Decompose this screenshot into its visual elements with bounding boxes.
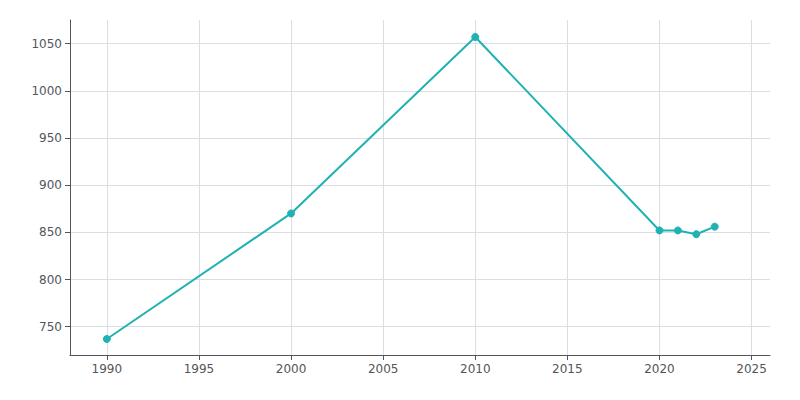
svg-text:900: 900 [39, 178, 62, 192]
svg-text:1050: 1050 [31, 37, 62, 51]
svg-text:1990: 1990 [92, 362, 123, 376]
svg-text:1995: 1995 [184, 362, 215, 376]
svg-text:2020: 2020 [644, 362, 675, 376]
svg-text:1000: 1000 [31, 84, 62, 98]
svg-text:2015: 2015 [552, 362, 583, 376]
svg-text:950: 950 [39, 131, 62, 145]
svg-text:2010: 2010 [460, 362, 491, 376]
svg-text:800: 800 [39, 273, 62, 287]
svg-text:2025: 2025 [736, 362, 767, 376]
svg-text:750: 750 [39, 320, 62, 334]
svg-text:850: 850 [39, 225, 62, 239]
svg-text:2000: 2000 [276, 362, 307, 376]
svg-text:2005: 2005 [368, 362, 399, 376]
